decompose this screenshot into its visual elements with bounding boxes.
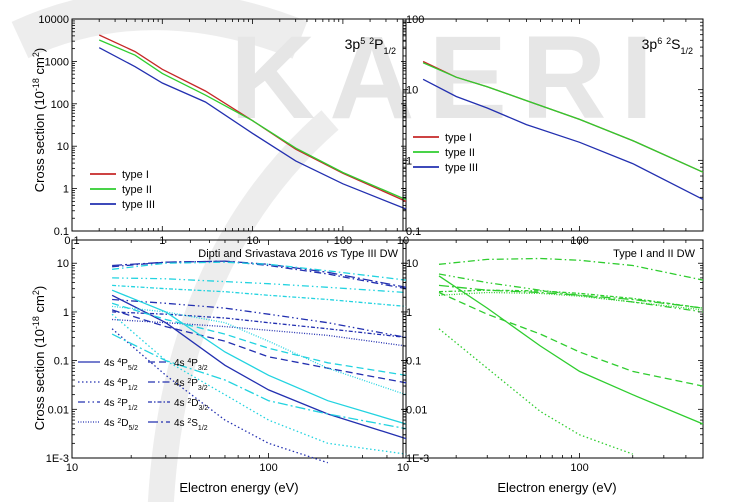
legend: 4s 4P5/2 4s 4P3/2 4s 4P1/2 4s 2P3/2 4s 2P1/2… <box>78 358 208 432</box>
series-line <box>112 261 407 281</box>
y-tick-label: 1 <box>406 155 412 167</box>
legend-label: 4s 2S1/2 <box>174 418 208 432</box>
panel-title: 3p5 2P1/2 <box>345 36 396 56</box>
watermark: KAERI <box>11 0 667 502</box>
y-tick-label: 0.1 <box>54 226 69 238</box>
series-line <box>112 305 407 396</box>
panel-header: Dipti and Srivastava 2016 vs Type III DW <box>198 248 398 260</box>
y-tick-label: 1 <box>63 184 69 196</box>
legend-label: 4s 2D5/2 <box>104 418 138 432</box>
y-tick-label: 0.1 <box>406 356 421 368</box>
series-line <box>438 291 704 387</box>
x-tick-label: 1 <box>159 235 165 247</box>
legend-label: type I <box>122 169 149 181</box>
x-tick-label: 100 <box>334 235 352 247</box>
series-line <box>438 257 704 281</box>
series-line <box>98 34 407 202</box>
x-axis-title-bottom-right: Electron energy (eV) <box>497 480 616 495</box>
legend-label: type II <box>122 184 152 196</box>
watermark-swoosh <box>147 110 339 502</box>
series-line <box>112 277 407 294</box>
plot-frame <box>402 239 704 459</box>
series-line <box>438 328 633 455</box>
plot-frame <box>402 18 704 232</box>
panel-bottom-left: 10 100 1E-3 0.01 0.1 1 10 Dipti and Srivastava … <box>46 239 407 474</box>
y-tick-label: 10 <box>57 141 69 153</box>
legend-label: 4s 2D3/2 <box>174 398 208 412</box>
watermark-text: KAERI <box>230 12 667 144</box>
series-line <box>422 78 704 200</box>
legend-label: 4s 4P3/2 <box>174 358 208 372</box>
series-line <box>98 47 407 210</box>
y-axis-title-bottom: Cross section (10-18 cm2) <box>31 286 47 430</box>
legend-label: type II <box>445 147 475 159</box>
y-tick-label: 10000 <box>38 14 69 26</box>
series-line <box>111 289 407 425</box>
y-tick-label: 1 <box>406 307 412 319</box>
x-tick-label: 100 <box>570 462 588 474</box>
legend-label: 4s 2P3/2 <box>174 378 208 392</box>
series-line <box>438 289 704 309</box>
series-line <box>98 39 407 201</box>
legend-label: 4s 4P5/2 <box>104 358 138 372</box>
x-tick-label: 100 <box>259 462 277 474</box>
series-line <box>422 62 704 173</box>
y-tick-label: 1 <box>63 307 69 319</box>
y-tick-label: 100 <box>51 99 69 111</box>
watermark-arc <box>11 0 308 59</box>
y-tick-label: 0.1 <box>406 226 421 238</box>
series-line <box>111 313 407 455</box>
series-line <box>112 298 407 339</box>
y-tick-label: 0.1 <box>54 356 69 368</box>
y-axis-title-top: Cross section (10-18 cm2) <box>31 48 47 192</box>
y-tick-label: 100 <box>406 14 424 26</box>
series-line <box>438 284 704 309</box>
series-line <box>112 311 407 339</box>
x-tick-label: 10 <box>246 235 258 247</box>
panel-title: 3p6 2S1/2 <box>642 36 693 56</box>
y-tick-label: 0.01 <box>48 404 69 416</box>
series-line <box>112 318 407 347</box>
y-tick-label: 10 <box>406 85 418 97</box>
series-line <box>438 273 704 313</box>
series-line <box>438 291 704 311</box>
series-line <box>111 333 407 430</box>
y-tick-label: 1E-3 <box>46 453 69 465</box>
x-axis-title-bottom-left: Electron energy (eV) <box>179 480 298 495</box>
legend-label: 4s 4P1/2 <box>104 378 138 392</box>
y-tick-label: 1E-3 <box>406 453 429 465</box>
plot-frame <box>71 239 407 459</box>
series-line <box>438 275 704 425</box>
y-tick-label: 1000 <box>45 56 69 68</box>
x-tick-label: 10 <box>66 462 78 474</box>
panel-header: Type I and II DW <box>613 248 696 260</box>
panel-bottom-right: 10 100 1E-3 0.01 0.1 1 10 Type I and II DW <box>397 239 704 474</box>
y-tick-label: 10 <box>57 258 69 270</box>
legend-label: type I <box>445 132 472 144</box>
legend-label: 4s 2P1/2 <box>104 398 138 412</box>
y-tick-label: 0.01 <box>406 404 427 416</box>
series-line <box>112 284 407 308</box>
series-line <box>111 294 407 440</box>
legend-label: type III <box>122 199 155 211</box>
legend-label: type III <box>445 162 478 174</box>
series-line <box>111 328 329 464</box>
x-tick-label: 10 <box>397 462 409 474</box>
y-tick-label: 10 <box>406 258 418 270</box>
series-line <box>111 309 407 384</box>
series-line <box>111 302 407 376</box>
